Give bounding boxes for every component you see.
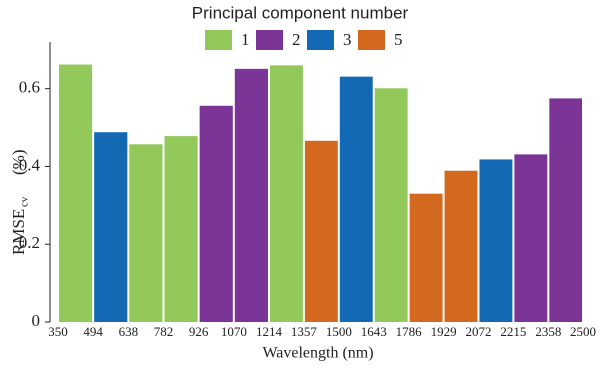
legend-label: 2 [292,30,301,49]
bar [164,136,198,322]
bar [374,88,408,323]
bar [479,159,513,322]
x-tick-label: 1643 [361,324,387,339]
bar [409,193,443,322]
bar [549,98,582,322]
x-tick-label: 1357 [291,324,318,339]
bar [234,68,268,322]
bar [304,140,338,322]
x-tick-label: 1500 [326,324,352,339]
legend-label: 1 [241,30,250,49]
x-tick-label: 638 [119,324,139,339]
y-tick-label: 0 [32,311,41,330]
x-tick-label: 1786 [396,324,423,339]
bar [59,64,93,323]
x-tick-label: 2072 [465,324,491,339]
legend-swatch [256,30,283,50]
x-tick-label: 1929 [431,324,457,339]
x-tick-label: 350 [48,324,68,339]
legend-label: 3 [343,30,352,49]
legend-title: Principal component number [192,3,409,22]
legend-label: 5 [394,30,403,49]
y-axis-label-unit: (%) [9,150,28,175]
bar [94,132,128,322]
bar [339,76,373,322]
legend-swatch [307,30,334,50]
x-tick-label: 494 [83,324,103,339]
legend-swatch [205,30,232,50]
y-axis-label-main: RMSE [9,209,28,255]
x-tick-label: 2500 [570,324,596,339]
bar [269,65,303,322]
y-tick-label: 0.4 [19,155,41,174]
legend-swatch [358,30,385,50]
x-tick-label: 2358 [535,324,561,339]
y-axis-label: RMSE cv (%) [9,150,31,255]
y-tick-label: 0.6 [19,78,40,97]
bar [444,170,478,322]
bar [199,105,233,323]
x-tick-label: 782 [154,324,174,339]
bar [514,154,548,322]
bar [129,144,163,322]
x-tick-label: 926 [189,324,209,339]
x-tick-label: 1214 [256,324,283,339]
x-axis-label: Wavelength (nm) [262,345,373,362]
x-tick-label: 2215 [500,324,526,339]
x-tick-label: 1070 [221,324,247,339]
y-tick-label: 0.2 [19,233,40,252]
y-axis-label-sub: cv [19,196,31,207]
